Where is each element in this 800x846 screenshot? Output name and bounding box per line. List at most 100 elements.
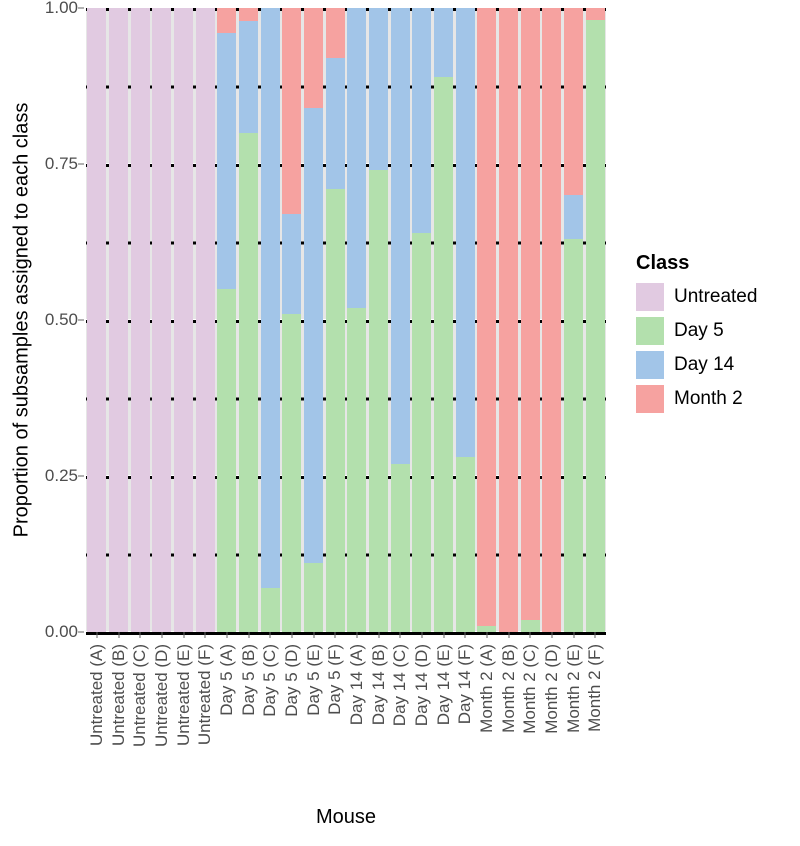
bar-slot — [259, 8, 281, 632]
bars-layer — [86, 8, 606, 632]
x-tick-mark — [465, 632, 466, 638]
bar-segment-day5 — [434, 77, 453, 632]
bar-stack — [109, 8, 128, 632]
bar-slot — [563, 8, 585, 632]
bar-segment-untreated — [87, 8, 106, 632]
bar-stack — [477, 8, 496, 632]
bar-slot — [368, 8, 390, 632]
bar-segment-day14 — [412, 8, 431, 233]
bar-stack — [347, 8, 366, 632]
x-tick-mark — [140, 632, 141, 638]
x-tick-mark — [573, 632, 574, 638]
bar-stack — [369, 8, 388, 632]
bar-slot — [238, 8, 260, 632]
bar-segment-day5 — [304, 563, 323, 632]
bar-stack — [586, 8, 605, 632]
x-tick-label: Untreated (F) — [195, 644, 215, 745]
bar-segment-month2 — [499, 8, 518, 632]
bar-segment-day14 — [261, 8, 280, 588]
bar-stack — [174, 8, 193, 632]
x-tick-label: Day 14 (F) — [455, 644, 475, 724]
bar-segment-day5 — [391, 464, 410, 632]
x-tick-mark — [595, 632, 596, 638]
bar-stack — [196, 8, 215, 632]
y-tick-label: 1.00 — [45, 0, 78, 18]
x-tick-label: Day 5 (A) — [217, 644, 237, 716]
legend-title: Class — [636, 252, 757, 275]
bar-stack — [434, 8, 453, 632]
x-tick-mark — [313, 632, 314, 638]
x-axis: Untreated (A)Untreated (B)Untreated (C)U… — [86, 632, 606, 802]
bar-segment-day14 — [456, 8, 475, 457]
y-axis: 0.000.250.500.751.00 — [0, 8, 78, 632]
bar-segment-day14 — [239, 21, 258, 133]
x-tick-mark — [118, 632, 119, 638]
bar-slot — [216, 8, 238, 632]
x-tick-mark — [161, 632, 162, 638]
y-tick-mark — [78, 320, 84, 321]
x-tick-mark — [183, 632, 184, 638]
bar-segment-day14 — [282, 214, 301, 314]
x-tick-label: Day 5 (E) — [304, 644, 324, 716]
x-tick-label: Day 5 (D) — [282, 644, 302, 717]
bar-segment-day5 — [412, 233, 431, 632]
y-tick-mark — [78, 632, 84, 633]
x-tick-mark — [378, 632, 379, 638]
bar-segment-day5 — [564, 239, 583, 632]
y-tick-label: 0.00 — [45, 622, 78, 642]
legend-label: Day 14 — [674, 354, 734, 376]
bar-stack — [217, 8, 236, 632]
bar-segment-untreated — [196, 8, 215, 632]
bar-segment-day5 — [217, 289, 236, 632]
legend-label: Day 5 — [674, 320, 724, 342]
bar-stack — [456, 8, 475, 632]
bar-segment-untreated — [174, 8, 193, 632]
x-tick-mark — [486, 632, 487, 638]
legend-item: Untreated — [636, 283, 757, 311]
x-tick-label: Day 14 (A) — [347, 644, 367, 725]
y-tick-label: 0.50 — [45, 310, 78, 330]
bar-segment-month2 — [304, 8, 323, 108]
legend-swatch — [636, 283, 664, 311]
legend-label: Untreated — [674, 286, 757, 308]
x-tick-mark — [551, 632, 552, 638]
legend-items: Untreated Day 5 Day 14 Month 2 — [636, 283, 757, 413]
bar-stack — [239, 8, 258, 632]
bar-segment-month2 — [282, 8, 301, 214]
bar-segment-day5 — [456, 457, 475, 632]
x-tick-label: Untreated (C) — [130, 644, 150, 747]
bar-segment-day14 — [369, 8, 388, 170]
bar-segment-day14 — [304, 108, 323, 564]
bar-slot — [476, 8, 498, 632]
bar-segment-month2 — [542, 8, 561, 632]
figure: Proportion of subsamples assigned to eac… — [0, 0, 800, 846]
y-tick-label: 0.75 — [45, 154, 78, 174]
y-tick-label: 0.25 — [45, 466, 78, 486]
bar-slot — [433, 8, 455, 632]
x-tick-mark — [335, 632, 336, 638]
bar-segment-untreated — [109, 8, 128, 632]
x-tick-mark — [443, 632, 444, 638]
x-tick-mark — [96, 632, 97, 638]
bar-slot — [194, 8, 216, 632]
x-tick-mark — [421, 632, 422, 638]
x-tick-label: Month 2 (E) — [564, 644, 584, 733]
legend-item: Day 14 — [636, 351, 757, 379]
legend-label: Month 2 — [674, 388, 743, 410]
bar-segment-day5 — [326, 189, 345, 632]
bar-slot — [519, 8, 541, 632]
bar-slot — [411, 8, 433, 632]
x-tick-label: Month 2 (D) — [542, 644, 562, 734]
bar-stack — [261, 8, 280, 632]
bar-segment-month2 — [586, 8, 605, 20]
bar-slot — [389, 8, 411, 632]
bar-stack — [391, 8, 410, 632]
bar-stack — [564, 8, 583, 632]
x-tick-mark — [508, 632, 509, 638]
legend-item: Month 2 — [636, 385, 757, 413]
bar-stack — [152, 8, 171, 632]
x-tick-label: Untreated (D) — [152, 644, 172, 747]
x-tick-label: Month 2 (B) — [499, 644, 519, 733]
x-tick-label: Day 14 (B) — [369, 644, 389, 725]
x-tick-mark — [356, 632, 357, 638]
